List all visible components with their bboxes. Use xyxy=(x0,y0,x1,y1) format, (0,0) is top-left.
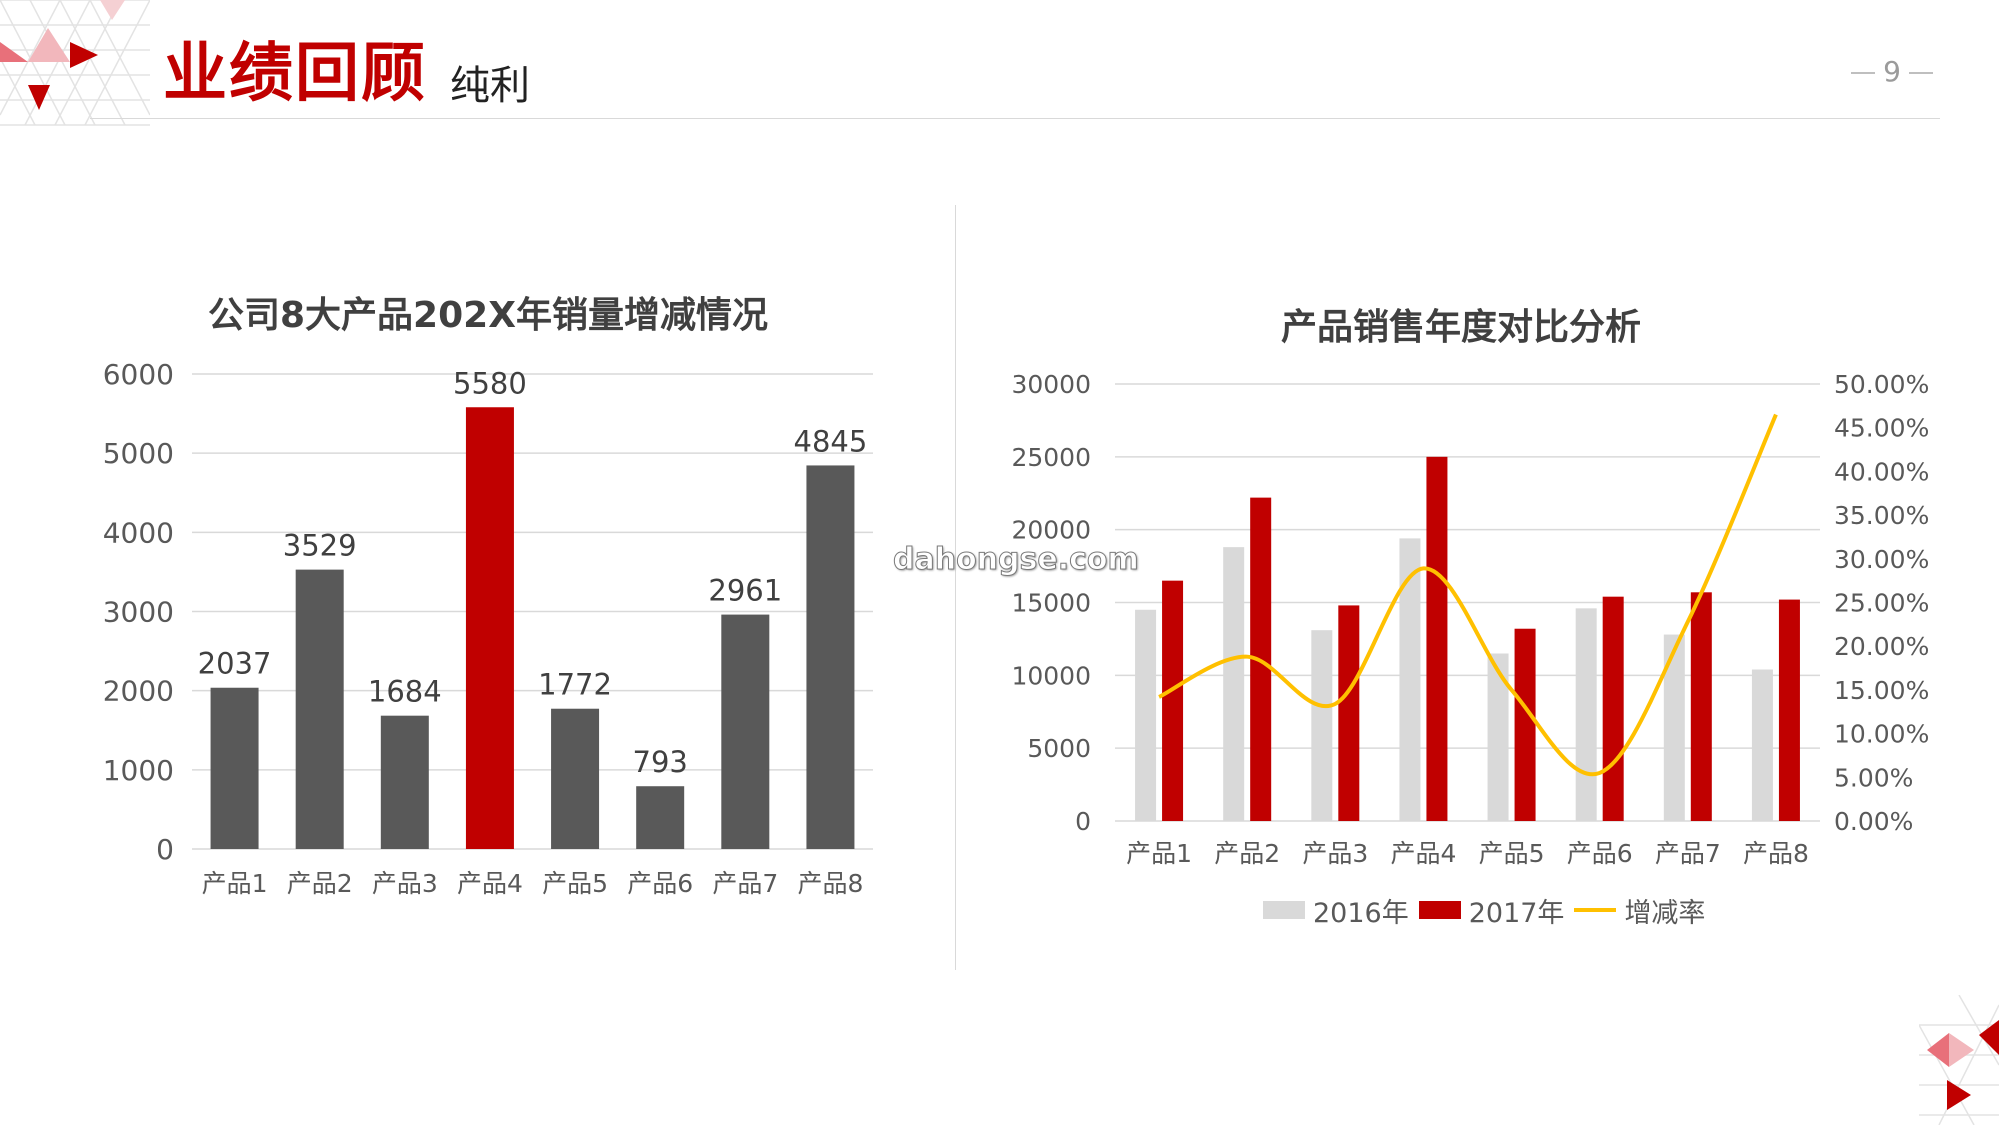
right-x-tick-label: 产品8 xyxy=(1743,839,1809,868)
legend-item-2016: 2016年 xyxy=(1263,891,1409,930)
legend-swatch-2016 xyxy=(1263,901,1305,919)
right-right-axis-tick-label: 50.00% xyxy=(1834,370,1929,399)
left-x-tick-label: 产品8 xyxy=(797,869,863,898)
right-bar-2016 xyxy=(1575,608,1597,821)
right-bar-2016 xyxy=(1311,630,1333,821)
right-right-axis-tick-label: 5.00% xyxy=(1834,763,1913,792)
right-bar-2016 xyxy=(1399,538,1421,821)
left-x-tick-label: 产品7 xyxy=(712,869,778,898)
left-bar xyxy=(721,614,770,849)
left-y-tick-label: 1000 xyxy=(103,754,174,787)
left-data-label: 1772 xyxy=(538,668,612,702)
left-data-label: 3529 xyxy=(283,529,357,563)
right-left-axis-tick-label: 20000 xyxy=(1011,516,1091,545)
right-left-axis-tick-label: 10000 xyxy=(1011,661,1091,690)
right-right-axis-tick-label: 40.00% xyxy=(1834,457,1929,486)
right-right-axis-tick-label: 45.00% xyxy=(1834,414,1929,443)
legend-item-rate: 增减率 xyxy=(1574,891,1705,930)
left-chart-title: 公司8大产品202X年销量增减情况 xyxy=(208,295,768,336)
left-y-tick-label: 5000 xyxy=(103,437,174,470)
left-x-tick-label: 产品3 xyxy=(372,869,438,898)
page-number-dash-right xyxy=(1908,72,1933,74)
right-right-axis-tick-label: 15.00% xyxy=(1834,676,1929,705)
left-y-tick-label: 3000 xyxy=(103,596,174,629)
right-right-axis-tick-label: 25.00% xyxy=(1834,589,1929,618)
left-x-tick-label: 产品1 xyxy=(202,869,268,898)
page-number: 9 xyxy=(1838,52,1946,92)
right-right-axis-tick-label: 35.00% xyxy=(1834,501,1929,530)
page-subtitle: 纯利 xyxy=(450,63,530,109)
right-chart-title: 产品销售年度对比分析 xyxy=(1281,307,1642,348)
left-data-label: 2961 xyxy=(708,574,782,608)
right-x-tick-label: 产品7 xyxy=(1655,839,1721,868)
right-right-axis-tick-label: 30.00% xyxy=(1834,545,1929,574)
left-data-label: 4845 xyxy=(794,424,868,458)
left-data-label: 1684 xyxy=(368,675,442,709)
right-bar-2017 xyxy=(1602,596,1624,821)
right-bar-2017 xyxy=(1162,580,1184,821)
left-y-tick-label: 6000 xyxy=(103,358,174,391)
left-data-label: 793 xyxy=(633,745,688,779)
left-bar xyxy=(551,708,600,849)
left-y-tick-label: 4000 xyxy=(103,516,174,549)
right-bar-2017 xyxy=(1426,456,1448,821)
right-right-axis-tick-label: 10.00% xyxy=(1834,720,1929,749)
right-left-axis-tick-label: 5000 xyxy=(1027,734,1091,763)
left-bar xyxy=(636,786,685,849)
left-y-tick-label: 0 xyxy=(156,833,174,866)
right-bar-2016 xyxy=(1663,634,1685,821)
left-bar xyxy=(380,715,429,849)
right-x-tick-label: 产品2 xyxy=(1214,839,1280,868)
right-bar-2016 xyxy=(1223,547,1245,821)
legend-label-rate: 增减率 xyxy=(1624,897,1706,929)
watermark-text: dahongse.com xyxy=(893,542,1140,578)
legend-swatch-rate xyxy=(1574,908,1617,912)
right-x-tick-label: 产品3 xyxy=(1302,839,1368,868)
left-bar xyxy=(465,407,514,849)
left-data-label: 5580 xyxy=(453,366,527,400)
right-bar-2016 xyxy=(1487,653,1509,821)
right-x-tick-label: 产品1 xyxy=(1126,839,1192,868)
header-divider xyxy=(90,118,1940,119)
left-bar xyxy=(806,465,855,849)
left-x-tick-label: 产品5 xyxy=(542,869,608,898)
left-bar xyxy=(295,569,344,849)
right-bar-2017 xyxy=(1690,592,1712,821)
page-title: 业绩回顾 xyxy=(163,37,427,111)
left-bar xyxy=(210,687,259,849)
right-left-axis-tick-label: 15000 xyxy=(1011,589,1091,618)
legend-item-2017: 2017年 xyxy=(1418,891,1565,930)
right-bar-2017 xyxy=(1338,605,1360,821)
right-left-axis-tick-label: 0 xyxy=(1075,807,1091,836)
left-data-label: 2037 xyxy=(198,647,272,681)
left-x-tick-label: 产品4 xyxy=(457,869,523,898)
left-y-tick-label: 2000 xyxy=(103,675,174,708)
right-left-axis-tick-label: 30000 xyxy=(1011,370,1091,399)
chart-divider xyxy=(955,205,956,970)
right-left-axis-tick-label: 25000 xyxy=(1011,443,1091,472)
legend-label-2017: 2017年 xyxy=(1468,897,1565,929)
corner-decoration-bottom-right xyxy=(1919,995,1999,1125)
page-number-value: 9 xyxy=(1883,55,1901,88)
left-x-tick-label: 产品2 xyxy=(287,869,353,898)
right-x-tick-label: 产品5 xyxy=(1479,839,1545,868)
right-bar-2016 xyxy=(1135,609,1157,821)
legend-label-2016: 2016年 xyxy=(1313,897,1409,929)
corner-decoration-top-left xyxy=(0,0,150,126)
right-right-axis-tick-label: 20.00% xyxy=(1834,632,1929,661)
right-x-tick-label: 产品4 xyxy=(1390,839,1456,868)
right-bar-2016 xyxy=(1751,669,1773,821)
right-right-axis-tick-label: 0.00% xyxy=(1834,807,1913,836)
page-number-dash-left xyxy=(1851,72,1876,74)
legend-swatch-2017 xyxy=(1418,901,1461,919)
right-bar-2017 xyxy=(1778,599,1800,821)
right-chart-legend: 2016年 2017年 增减率 xyxy=(1263,891,1715,930)
left-x-tick-label: 产品6 xyxy=(627,869,693,898)
right-bar-2017 xyxy=(1514,628,1536,821)
right-x-tick-label: 产品6 xyxy=(1567,839,1633,868)
